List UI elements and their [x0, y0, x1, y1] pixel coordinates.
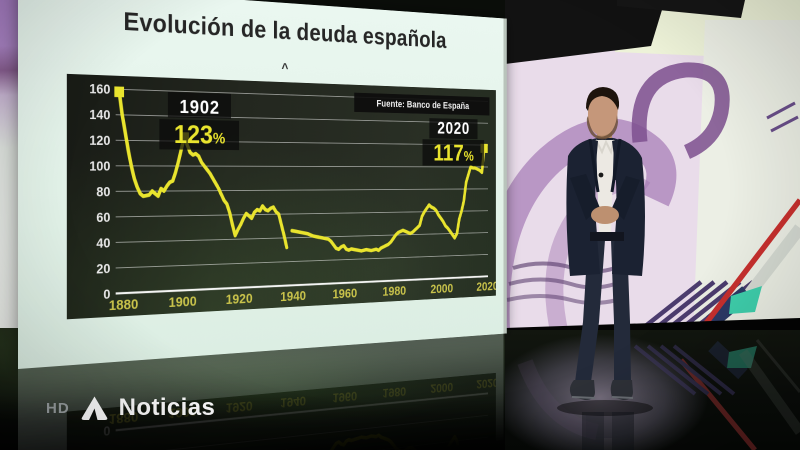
- presenter-hands: [591, 206, 619, 224]
- svg-text:120: 120: [89, 133, 110, 148]
- svg-text:100: 100: [89, 159, 110, 174]
- jacket-sleeve: [612, 176, 640, 220]
- screen-floor-reflection: Evolución de la deuda española ^ 0204060…: [18, 333, 504, 450]
- svg-text:20: 20: [96, 261, 110, 276]
- screen-face: Evolución de la deuda española ^ 0204060…: [18, 333, 504, 450]
- banknote-thin-line: [766, 101, 796, 120]
- presenter-reflection: [582, 412, 634, 450]
- svg-text:0: 0: [103, 287, 110, 302]
- svg-text:2020: 2020: [437, 119, 470, 138]
- banknote-thin-line: [770, 115, 799, 133]
- svg-text:2000: 2000: [430, 282, 453, 297]
- svg-text:1980: 1980: [383, 383, 407, 399]
- channel-brand-bar: HD Noticias: [46, 394, 215, 422]
- svg-text:1920: 1920: [226, 397, 253, 415]
- svg-text:20: 20: [96, 449, 110, 450]
- svg-text:1900: 1900: [169, 294, 197, 311]
- chart-panel: 0204060801001201401601880190019201940196…: [66, 372, 496, 450]
- studio-video-wall: Evolución de la deuda española ^ 0 20 40 60…: [18, 0, 507, 450]
- svg-text:80: 80: [96, 184, 110, 199]
- clip-microphone: [598, 172, 604, 178]
- svg-text:2020: 2020: [477, 375, 496, 391]
- svg-text:60: 60: [96, 210, 110, 225]
- shirt-collar: [595, 139, 615, 155]
- presenter-shoe: [610, 380, 633, 400]
- presenter-shoe: [569, 380, 595, 400]
- svg-text:140: 140: [89, 107, 110, 122]
- jacket-lapels: [588, 138, 622, 193]
- banknote-swoosh: [505, 118, 677, 330]
- debt-evolution-chart: 0204060801001201401601880190019201940196…: [96, 375, 496, 450]
- presenter-leg: [575, 240, 605, 382]
- svg-text:1902: 1902: [180, 97, 220, 119]
- svg-text:Fuente: Banco de España: Fuente: Banco de España: [377, 98, 470, 111]
- presenter-belt: [590, 232, 624, 241]
- shoe-soles: [571, 396, 634, 399]
- svg-text:1900: 1900: [169, 403, 197, 421]
- screen-face: Evolución de la deuda española ^ 0 20 40 60…: [18, 0, 507, 369]
- banknote-wave-line: [508, 277, 616, 290]
- presenter-leg: [611, 240, 631, 382]
- svg-text:1960: 1960: [333, 388, 358, 405]
- svg-text:160: 160: [89, 81, 110, 97]
- svg-text:1940: 1940: [280, 289, 306, 305]
- svg-text:1920: 1920: [226, 291, 253, 307]
- studio-backdrop-right: [505, 0, 800, 450]
- banknote-digit-2: [631, 62, 730, 159]
- svg-text:1980: 1980: [383, 284, 407, 299]
- banknote-teal-patch: [729, 286, 762, 314]
- svg-text:2000: 2000: [430, 379, 453, 395]
- hd-badge: HD: [46, 399, 70, 417]
- svg-text:1880: 1880: [109, 408, 138, 426]
- svg-text:123%: 123%: [174, 119, 226, 149]
- channel-name: Noticias: [118, 394, 216, 421]
- presenter-face: [588, 91, 618, 136]
- ceiling-truss-right: [617, 0, 745, 18]
- svg-text:1880: 1880: [109, 297, 138, 314]
- chart-panel: 0 20 40 60 80 100 120 140 160 1880 1900 1920 1940 196…: [66, 73, 496, 320]
- caret-mark: ^: [281, 60, 289, 76]
- svg-text:40: 40: [96, 236, 110, 251]
- svg-text:0: 0: [103, 423, 110, 439]
- debt-evolution-chart: 0 20 40 60 80 100 120 140 160 1880 1900 1920 1940 196…: [89, 81, 496, 314]
- banknote-wave-line: [506, 294, 618, 305]
- antena3-logo-icon: [81, 396, 107, 420]
- news-presenter: [557, 87, 653, 450]
- presenter-hair: [586, 87, 620, 111]
- svg-text:1940: 1940: [280, 393, 306, 410]
- svg-text:1960: 1960: [333, 286, 358, 302]
- presenter-beard: [586, 115, 618, 140]
- jacket-sleeve: [570, 174, 600, 220]
- floor-reflections: [517, 339, 800, 450]
- svg-text:2020: 2020: [477, 280, 496, 295]
- ceiling-truss: [505, 0, 665, 64]
- page-title: Evolución de la deuda española: [123, 6, 447, 54]
- presenter-shadow: [557, 400, 653, 416]
